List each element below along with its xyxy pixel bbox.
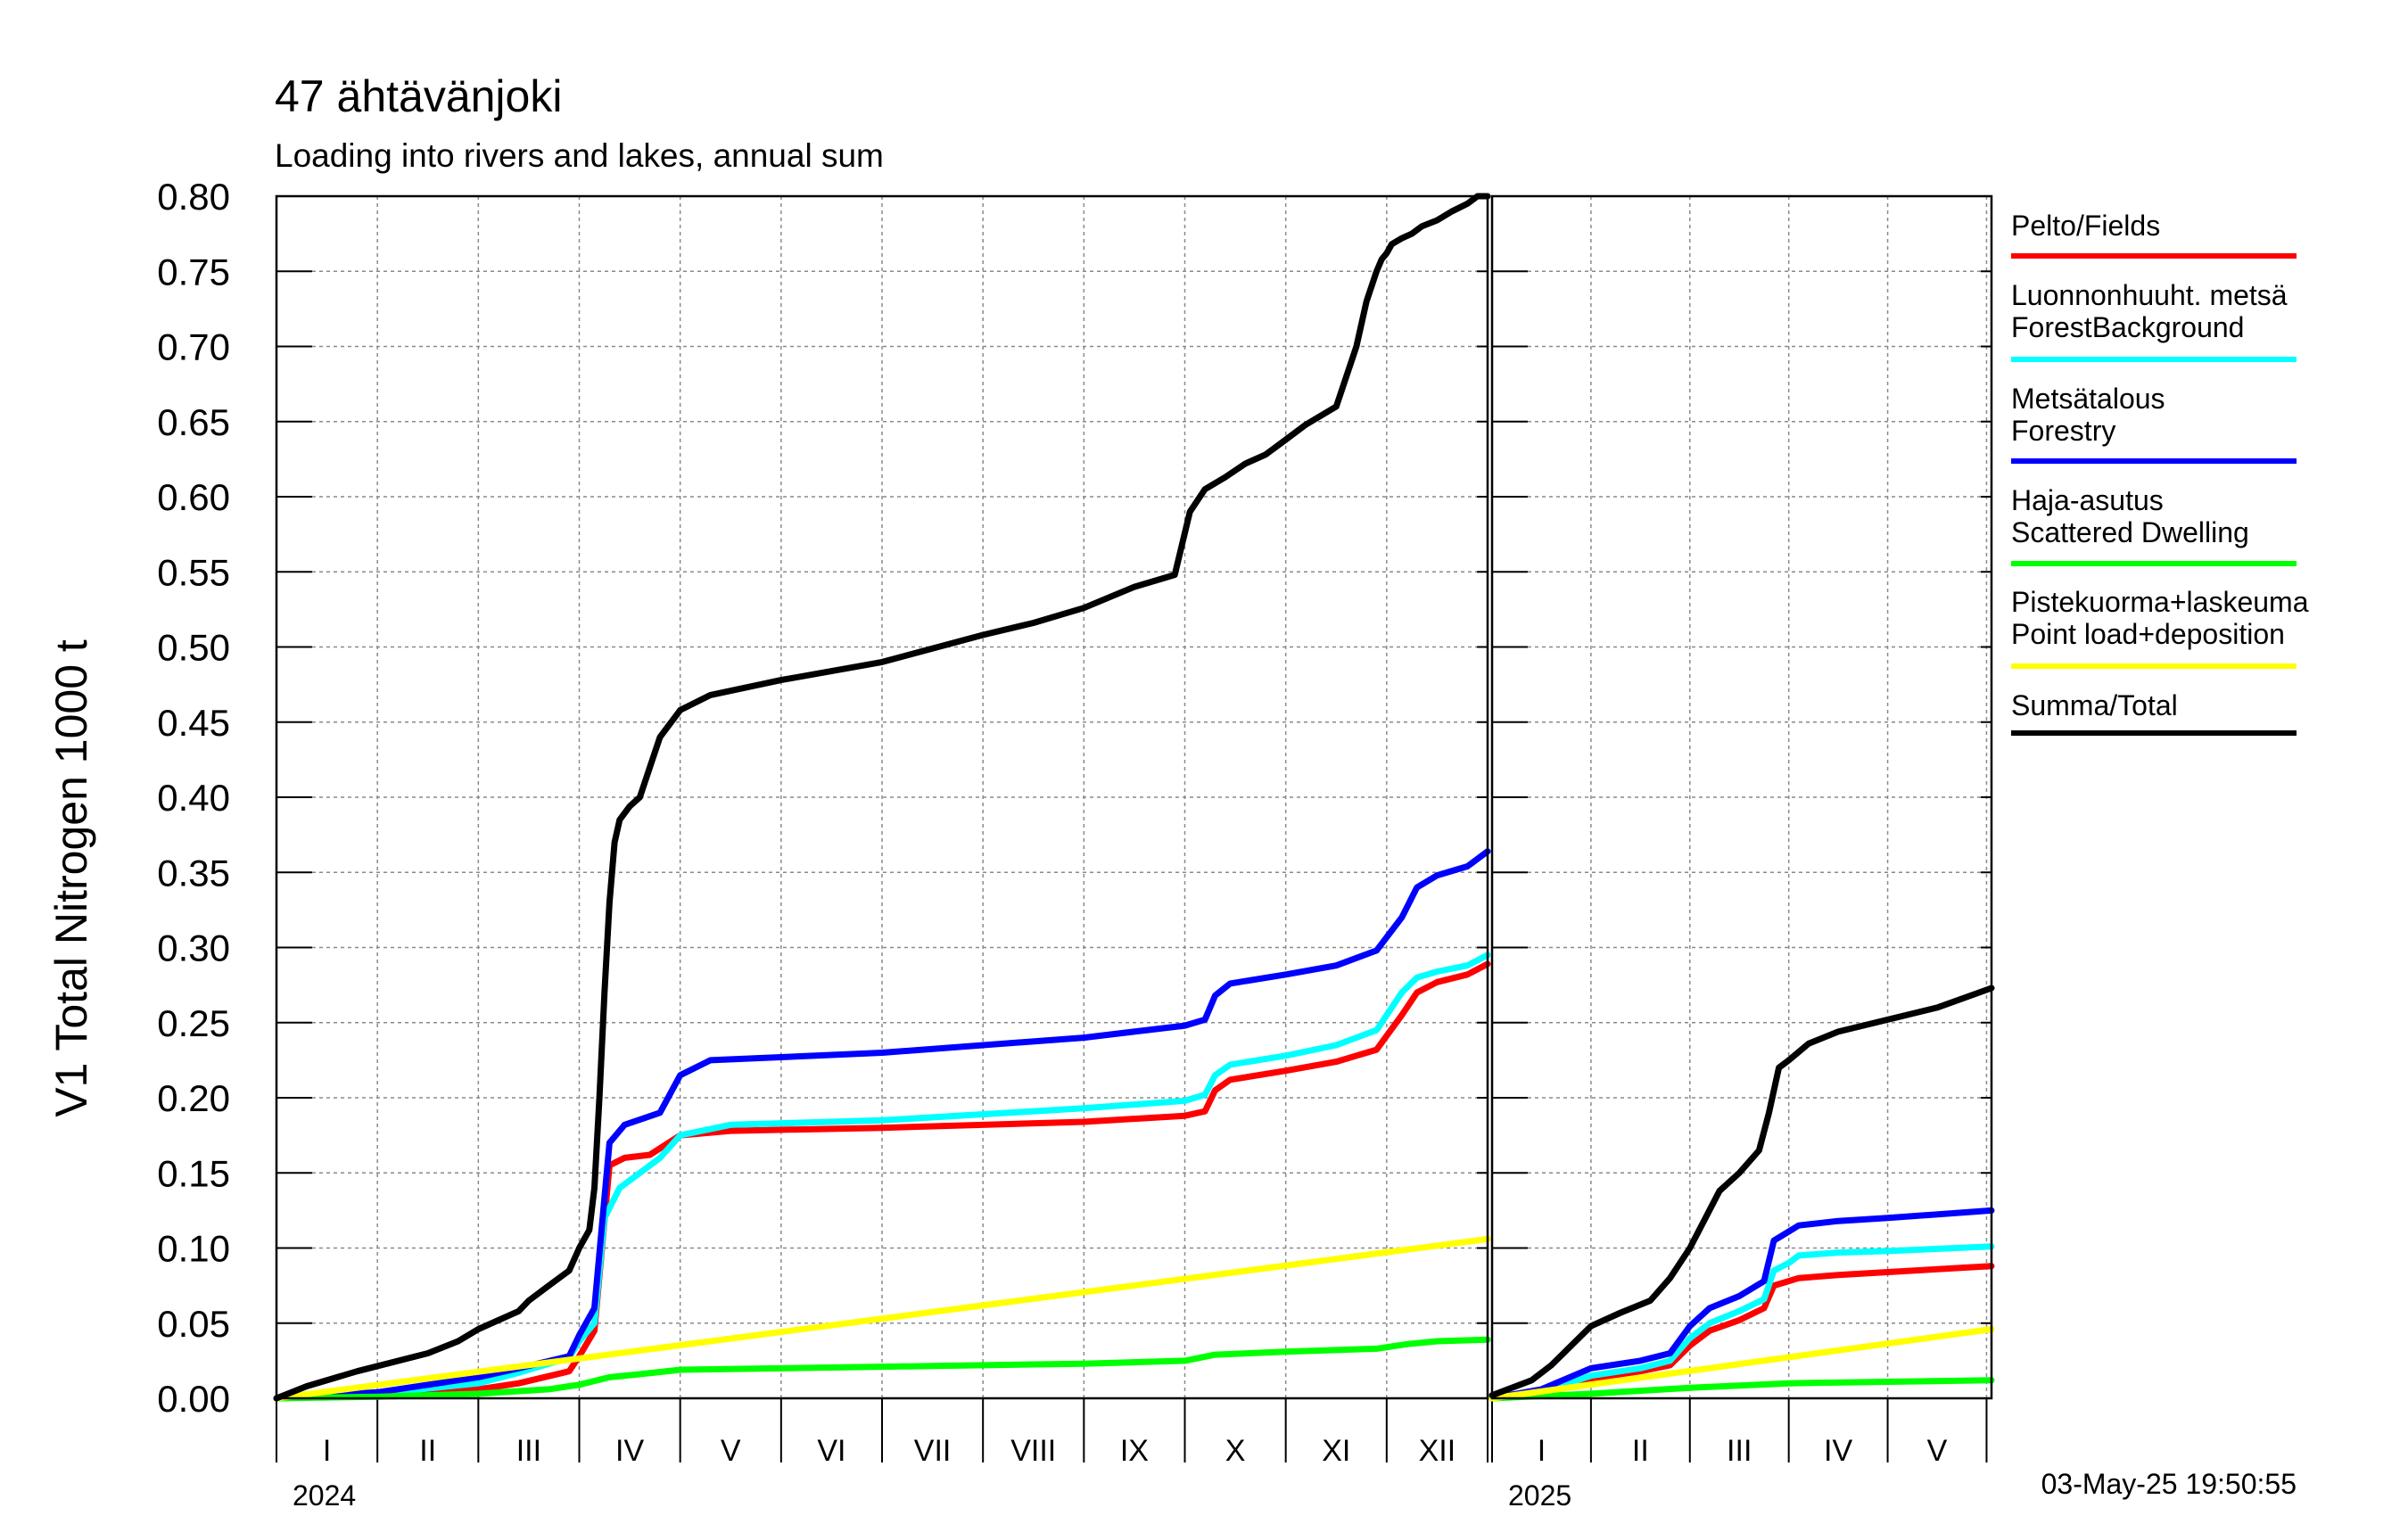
y-tick-label: 0.30 [157,927,230,969]
legend-label: ForestBackground [2011,311,2244,343]
chart-subtitle: Loading into rivers and lakes, annual su… [275,137,884,174]
month-label: V [721,1434,741,1468]
series-line [1489,985,1995,1399]
y-tick-label: 0.45 [157,702,230,744]
month-label: IV [1824,1434,1852,1468]
month-label: IV [615,1434,644,1468]
month-label: XII [1419,1434,1456,1468]
year-label: 2024 [293,1479,356,1512]
y-axis-ticks: 0.00 0.05 0.10 0.15 0.20 0.25 0.30 0.35 0.40 0.45… [157,176,230,1420]
timestamp: 03-May-25 19:50:55 [2041,1468,2297,1500]
month-label: II [1632,1434,1649,1468]
legend-label: Pistekuorma+laskeuma [2011,586,2309,618]
chart-title: 47 ähtävänjoki [275,71,562,121]
plot-frame [1490,194,1993,1400]
y-tick-label: 0.35 [157,852,230,894]
month-label: I [1538,1434,1546,1468]
legend-label: Pelto/Fields [2011,210,2160,242]
y-tick-label: 0.20 [157,1077,230,1119]
y-tick-label: 0.75 [157,251,230,292]
y-tick-label: 0.80 [157,176,230,218]
month-label: V [1927,1434,1948,1468]
series-line [273,1235,1491,1402]
y-tick-label: 0.50 [157,627,230,669]
month-label: IX [1120,1434,1149,1468]
legend-label: Luonnonhuuht. metsä [2011,279,2288,311]
legend-label: Point load+deposition [2011,618,2285,650]
month-label: VII [914,1434,952,1468]
legend-label: Haja-asutus [2011,484,2164,516]
month-label: III [1727,1434,1752,1468]
month-label: VI [817,1434,845,1468]
y-axis-label: V1 Total Nitrogen 1000 t [46,639,96,1117]
y-tick-label: 0.05 [157,1303,230,1345]
series-line [273,960,1491,1402]
legend-label: Forestry [2011,415,2115,447]
legend-label: Summa/Total [2011,689,2178,721]
series-line [273,1336,1491,1402]
y-tick-label: 0.10 [157,1228,230,1270]
month-label: X [1225,1434,1246,1468]
legend: Pelto/Fields Luonnonhuuht. metsäForestBac… [2011,210,2309,736]
series-line [1489,1377,1995,1402]
y-tick-label: 0.65 [157,401,230,443]
y-tick-label: 0.25 [157,1002,230,1044]
y-tick-label: 0.00 [157,1378,230,1420]
series-line [1489,1326,1995,1402]
month-label: XI [1322,1434,1350,1468]
series-line [1489,1207,1995,1402]
month-label: III [516,1434,541,1468]
y-tick-label: 0.60 [157,476,230,518]
plot-frame [275,194,1489,1400]
series-line [273,193,1491,1402]
year-label: 2025 [1508,1479,1571,1512]
legend-label: Metsätalous [2011,383,2165,415]
series-line [1489,1243,1995,1402]
y-tick-label: 0.70 [157,326,230,368]
legend-label: Scattered Dwelling [2011,516,2249,548]
month-label: I [323,1434,331,1468]
month-label: II [419,1434,436,1468]
y-tick-label: 0.55 [157,551,230,593]
y-tick-label: 0.40 [157,777,230,819]
series-line [273,848,1491,1402]
y-tick-label: 0.15 [157,1152,230,1194]
month-label: VIII [1010,1434,1056,1468]
